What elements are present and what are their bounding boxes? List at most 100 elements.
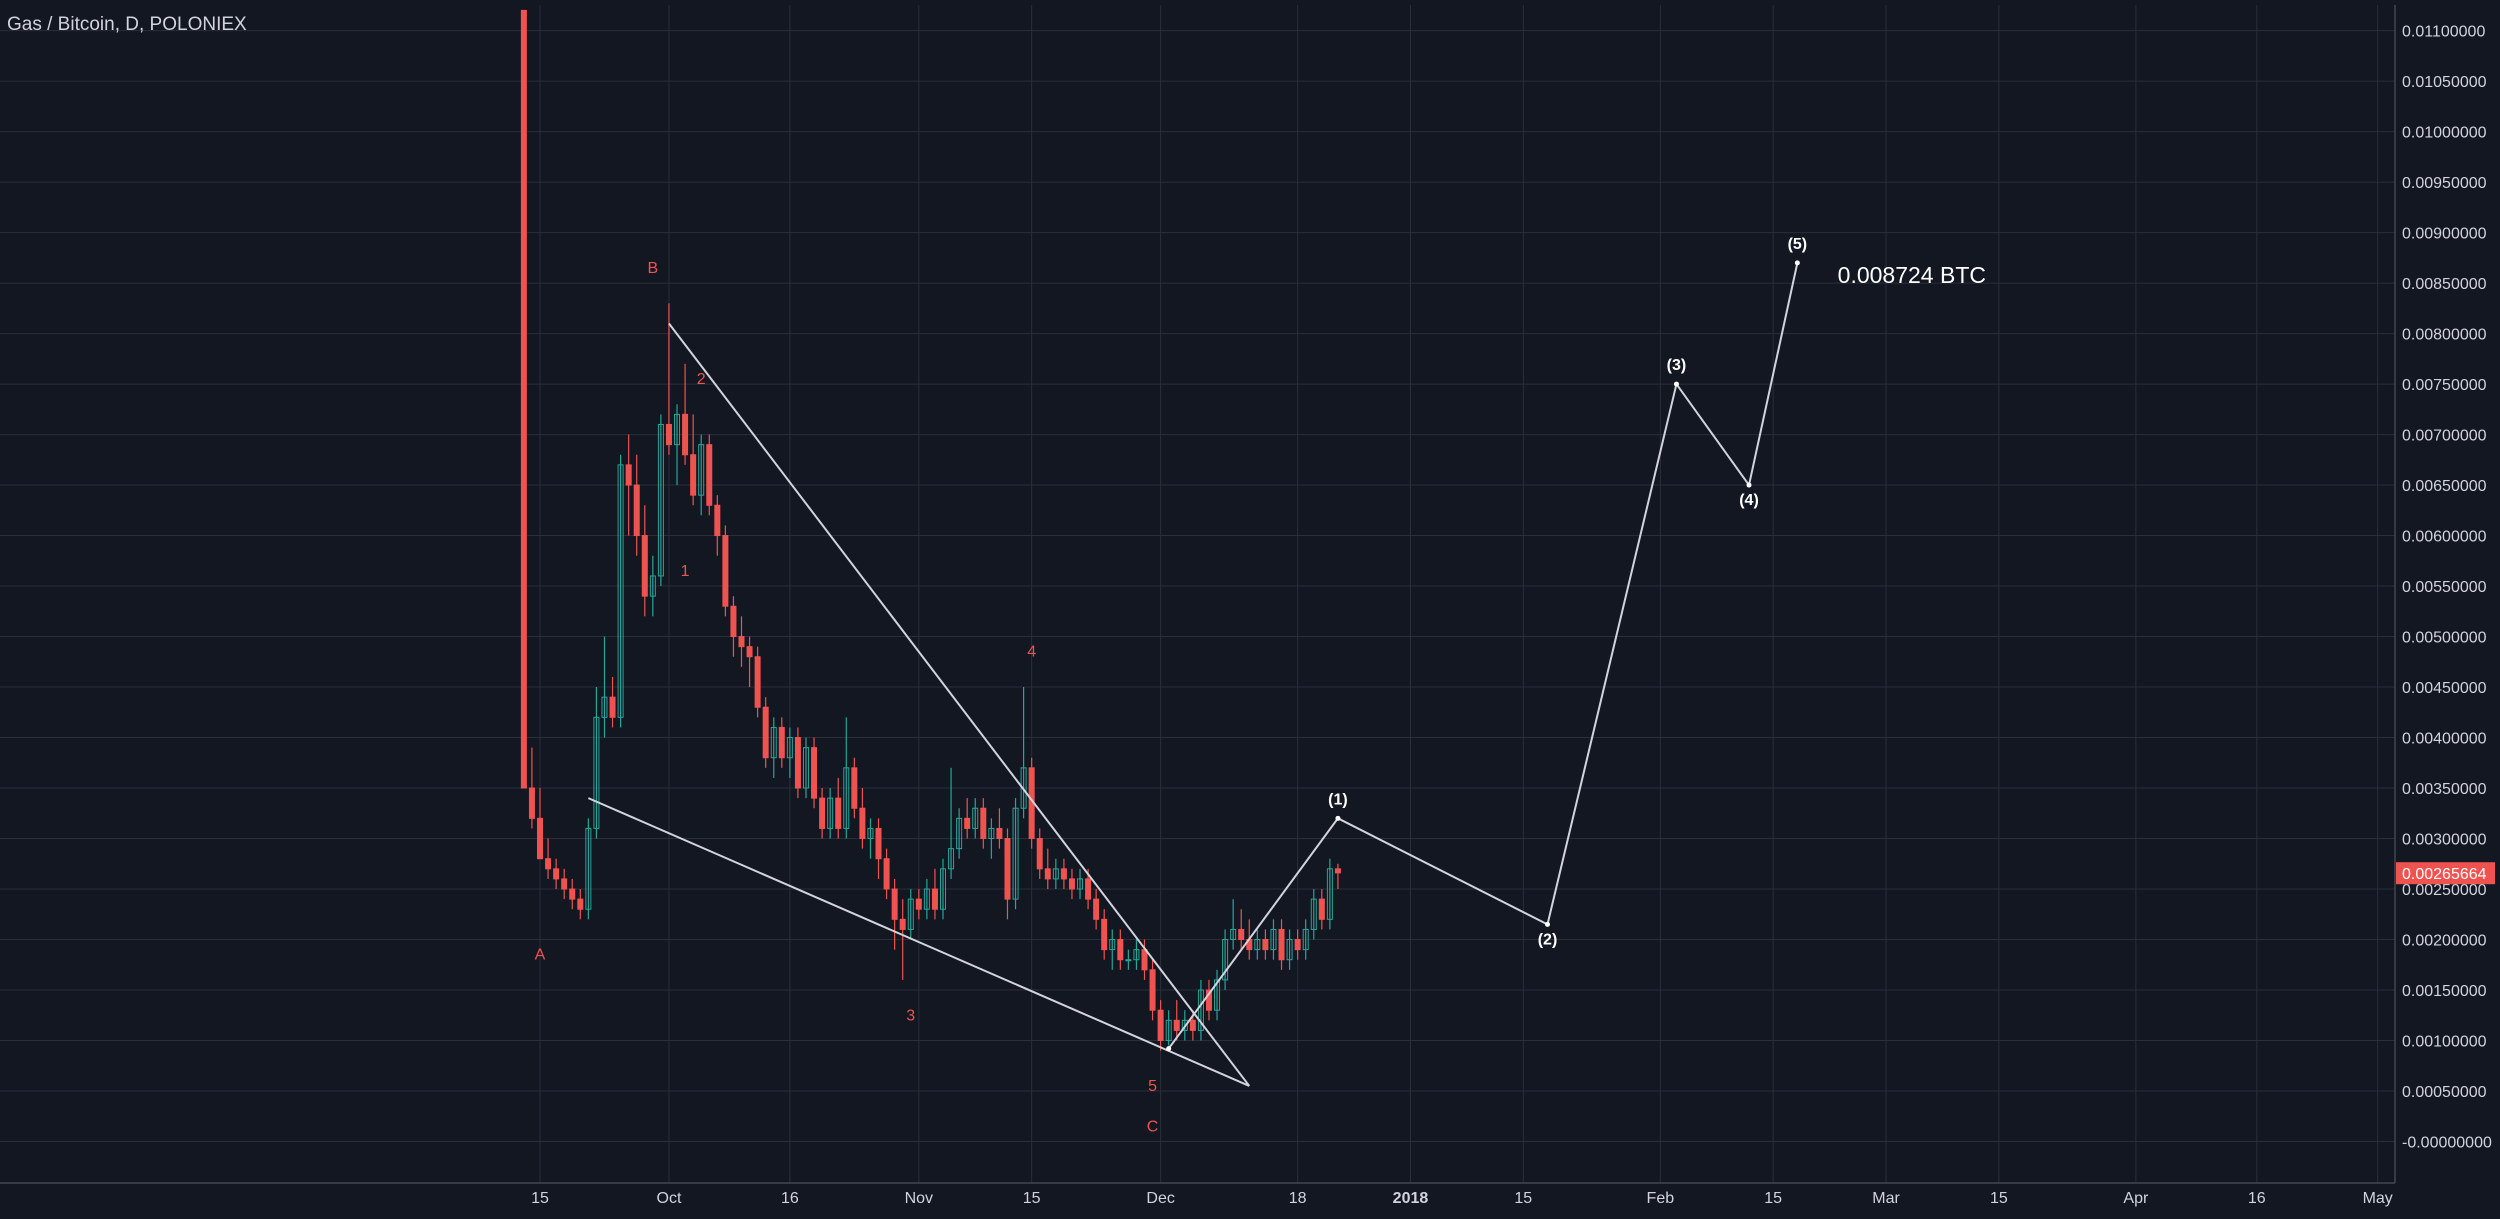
candle[interactable] bbox=[722, 525, 729, 617]
candle[interactable] bbox=[794, 727, 801, 799]
candle[interactable] bbox=[1302, 919, 1309, 960]
candle[interactable] bbox=[867, 818, 874, 859]
candle[interactable] bbox=[641, 505, 648, 617]
candle[interactable] bbox=[690, 414, 697, 506]
candle[interactable] bbox=[835, 777, 842, 839]
candle[interactable] bbox=[738, 616, 745, 667]
candle[interactable] bbox=[537, 788, 543, 860]
trendline[interactable] bbox=[587, 797, 1250, 1087]
candle[interactable] bbox=[1109, 929, 1116, 970]
candle[interactable] bbox=[940, 858, 946, 920]
candle[interactable] bbox=[1068, 868, 1075, 900]
candle[interactable] bbox=[625, 434, 632, 536]
candle[interactable] bbox=[819, 788, 826, 839]
candle[interactable] bbox=[585, 818, 592, 920]
candle[interactable] bbox=[1197, 979, 1204, 1041]
candle[interactable] bbox=[1101, 909, 1108, 960]
candle[interactable] bbox=[811, 737, 818, 809]
candle[interactable] bbox=[891, 878, 898, 950]
candle[interactable] bbox=[593, 687, 600, 839]
candle[interactable] bbox=[746, 636, 753, 688]
candle[interactable] bbox=[1222, 929, 1229, 991]
candle[interactable] bbox=[1173, 1000, 1180, 1041]
candle[interactable] bbox=[1020, 687, 1027, 819]
candle[interactable] bbox=[762, 697, 769, 768]
candle[interactable] bbox=[1093, 889, 1100, 930]
candle[interactable] bbox=[907, 889, 914, 940]
candle[interactable] bbox=[698, 434, 705, 516]
axes[interactable]: 0.01100000 0.01050000 0.01000000 0.00950000… bbox=[0, 5, 2495, 1207]
candle[interactable] bbox=[649, 555, 656, 617]
candle[interactable] bbox=[859, 788, 866, 849]
candle[interactable] bbox=[601, 636, 608, 738]
wave-projection-path[interactable] bbox=[1167, 262, 1799, 1050]
candle[interactable] bbox=[899, 899, 906, 980]
candle[interactable] bbox=[996, 808, 1003, 849]
candle[interactable] bbox=[1262, 929, 1269, 960]
candles[interactable] bbox=[520, 9, 1341, 1051]
candle[interactable] bbox=[577, 889, 584, 920]
candle[interactable] bbox=[1334, 863, 1341, 890]
candle[interactable] bbox=[545, 838, 552, 879]
candle[interactable] bbox=[609, 676, 616, 728]
candle[interactable] bbox=[754, 646, 761, 718]
candle[interactable] bbox=[706, 434, 713, 516]
candle[interactable] bbox=[1286, 929, 1293, 970]
candle[interactable] bbox=[1238, 909, 1245, 950]
candle[interactable] bbox=[770, 717, 777, 778]
candle[interactable] bbox=[1294, 929, 1301, 960]
candle[interactable] bbox=[1230, 899, 1237, 950]
candle[interactable] bbox=[1060, 858, 1067, 890]
candle[interactable] bbox=[569, 878, 576, 910]
candle[interactable] bbox=[956, 808, 963, 859]
candle[interactable] bbox=[972, 798, 979, 839]
trendline[interactable] bbox=[668, 322, 1251, 1087]
candle[interactable] bbox=[1270, 919, 1277, 960]
candle[interactable] bbox=[1125, 949, 1132, 970]
candle[interactable] bbox=[1004, 828, 1011, 920]
candle[interactable] bbox=[617, 454, 624, 728]
candle[interactable] bbox=[931, 868, 938, 920]
candle[interactable] bbox=[665, 303, 672, 455]
candle[interactable] bbox=[786, 727, 793, 778]
candle[interactable] bbox=[1318, 889, 1325, 930]
candle[interactable] bbox=[948, 767, 955, 879]
candle[interactable] bbox=[633, 454, 640, 556]
candle[interactable] bbox=[682, 363, 689, 465]
candle[interactable] bbox=[915, 889, 922, 920]
candle[interactable] bbox=[988, 818, 995, 859]
candle[interactable] bbox=[1012, 798, 1019, 910]
candle[interactable] bbox=[875, 818, 882, 879]
candle[interactable] bbox=[657, 414, 664, 587]
candle[interactable] bbox=[1310, 889, 1317, 940]
candle[interactable] bbox=[883, 848, 890, 900]
candle[interactable] bbox=[802, 737, 809, 799]
candle[interactable] bbox=[827, 788, 834, 839]
candle[interactable] bbox=[1165, 1010, 1172, 1046]
drawings[interactable] bbox=[587, 260, 1800, 1087]
candle[interactable] bbox=[553, 858, 560, 890]
candle[interactable] bbox=[851, 757, 858, 819]
candle[interactable] bbox=[1254, 929, 1261, 960]
candle[interactable] bbox=[1214, 969, 1221, 1021]
candle[interactable] bbox=[1149, 959, 1156, 1021]
candle[interactable] bbox=[528, 747, 535, 829]
candle[interactable] bbox=[1157, 1000, 1164, 1051]
candle[interactable] bbox=[730, 596, 737, 657]
last-price-tag[interactable] bbox=[2396, 862, 2495, 885]
candle[interactable] bbox=[1326, 858, 1333, 930]
candle[interactable] bbox=[1044, 848, 1051, 890]
candle[interactable] bbox=[561, 868, 568, 900]
candle[interactable] bbox=[843, 717, 850, 839]
candle[interactable] bbox=[1205, 979, 1212, 1021]
candle[interactable] bbox=[520, 9, 527, 789]
candle[interactable] bbox=[1077, 868, 1084, 900]
candle[interactable] bbox=[923, 878, 930, 920]
candle[interactable] bbox=[674, 404, 681, 486]
candle[interactable] bbox=[1278, 919, 1285, 970]
candle[interactable] bbox=[1052, 858, 1059, 890]
candle[interactable] bbox=[1133, 939, 1140, 970]
candle[interactable] bbox=[1117, 929, 1124, 970]
